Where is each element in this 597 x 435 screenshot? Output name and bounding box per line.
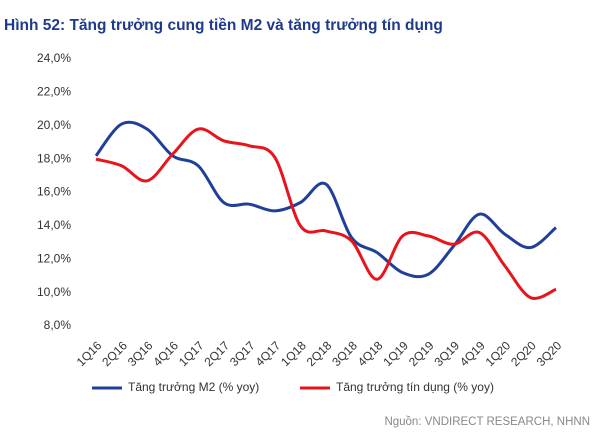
x-tick-label: 1Q17 [176,338,207,369]
y-tick-label: 10,0% [37,285,71,299]
y-tick-label: 12,0% [37,251,71,265]
chart-title: Hình 52: Tăng trưởng cung tiền M2 và tăn… [4,17,443,34]
x-tick-label: 3Q19 [431,338,462,369]
x-tick-label: 1Q16 [74,338,105,369]
legend-label: Tăng trưởng M2 (% yoy) [128,380,259,394]
y-tick-label: 8,0% [44,318,72,332]
x-tick-label: 1Q19 [380,338,411,369]
series-line [94,120,557,279]
x-tick-label: 4Q16 [150,338,181,369]
x-tick-label: 2Q16 [99,338,130,369]
y-tick-label: 16,0% [37,185,71,199]
x-tick-label: 1Q20 [483,338,514,369]
y-tick-label: 20,0% [37,118,71,132]
y-tick-label: 14,0% [37,218,71,232]
x-tick-label: 2Q17 [201,338,232,369]
x-tick-label: 4Q19 [457,338,488,369]
x-tick-label: 1Q18 [278,338,309,369]
x-tick-label: 4Q18 [355,338,386,369]
x-tick-label: 3Q18 [329,338,360,369]
x-tick-label: 3Q16 [125,338,156,369]
x-tick-label: 3Q17 [227,338,258,369]
y-tick-label: 22,0% [37,85,71,99]
source-note: Nguồn: VNDIRECT RESEARCH, NHNN [384,416,590,428]
x-tick-label: 2Q18 [304,338,335,369]
y-tick-label: 18,0% [37,151,71,165]
series-line [95,127,557,300]
y-tick-label: 24,0% [37,51,71,65]
x-tick-label: 2Q20 [508,338,539,369]
x-tick-label: 2Q19 [406,338,437,369]
x-tick-label: 3Q20 [534,338,565,369]
x-tick-label: 4Q17 [253,338,284,369]
legend-label: Tăng trưởng tín dụng (% yoy) [336,380,494,394]
